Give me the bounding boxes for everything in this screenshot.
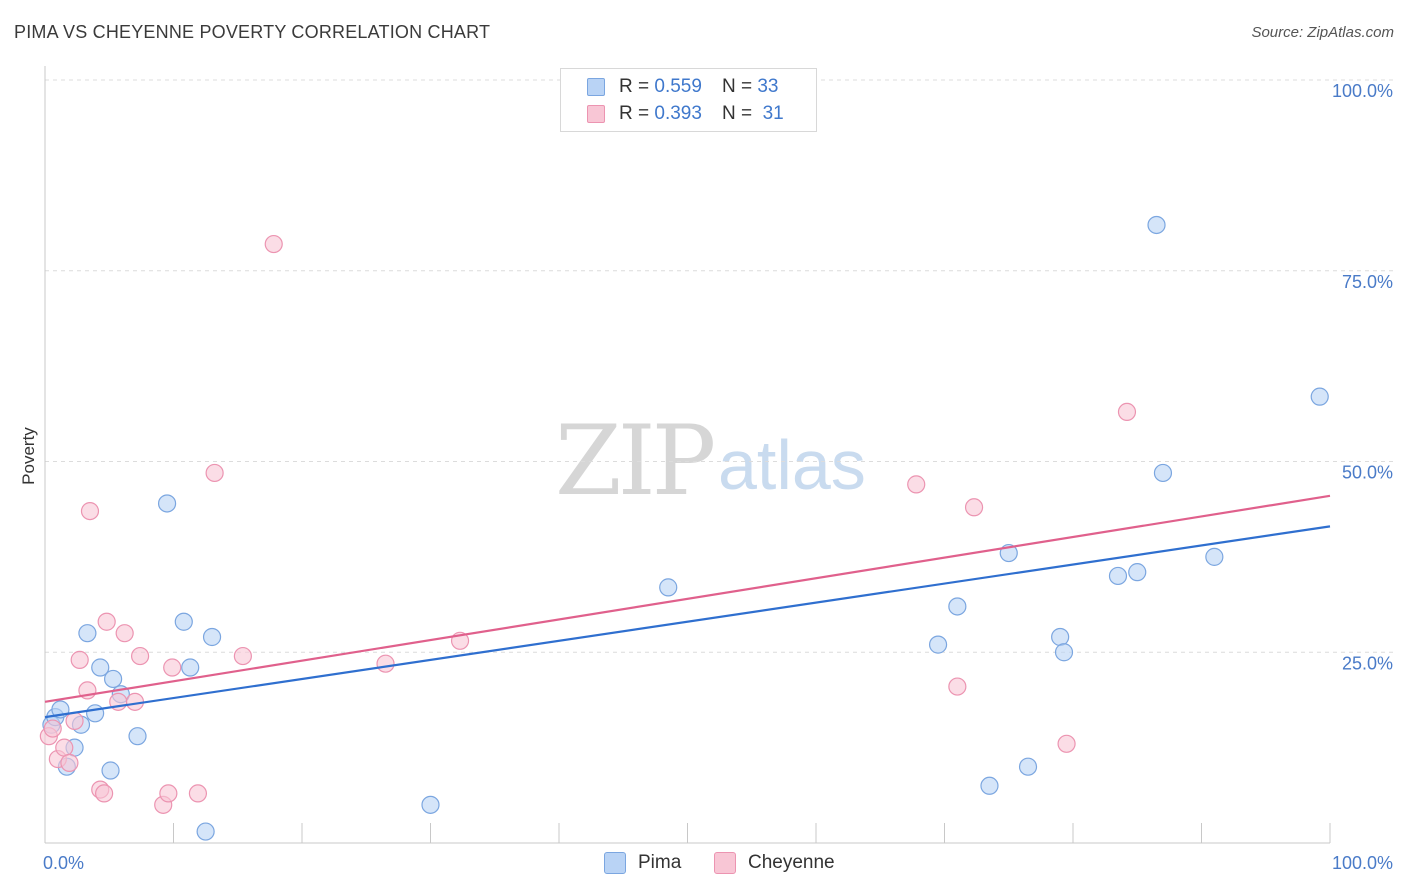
pima-point (1153, 463, 1173, 483)
pima-point (1205, 547, 1224, 566)
cheyenne-point (376, 654, 395, 673)
chart-title: PIMA VS CHEYENNE POVERTY CORRELATION CHA… (14, 22, 491, 42)
pima-legend-swatch (604, 852, 626, 874)
y-tick-label: 75.0% (1342, 272, 1393, 292)
pima-point (1147, 215, 1166, 235)
pima-point (928, 635, 948, 654)
cheyenne-r-value: 0.393 (654, 103, 702, 124)
pima-point (948, 597, 967, 616)
pima-point (1108, 566, 1128, 586)
cheyenne-trend-line (44, 494, 1331, 703)
cheyenne-point (97, 612, 116, 631)
cheyenne-point (205, 463, 224, 483)
pima-point (91, 658, 110, 677)
cheyenne-point (115, 624, 134, 643)
pima-point (980, 776, 999, 795)
y-tick-label: 50.0% (1342, 463, 1393, 483)
pima-r-label: R = (619, 76, 650, 97)
cheyenne-point (159, 784, 178, 803)
cheyenne-point (163, 658, 182, 677)
cheyenne-point (65, 711, 84, 731)
pima-point (181, 658, 200, 677)
pima-point (1310, 387, 1329, 406)
y-axis-label: Poverty (19, 427, 38, 485)
cheyenne-point (130, 646, 150, 666)
pima-point (104, 669, 123, 689)
cheyenne-point (60, 753, 79, 772)
series-legend: Pima Cheyenne (0, 852, 1406, 878)
pima-point (101, 761, 120, 780)
cheyenne-point (1057, 734, 1076, 753)
pima-point (1128, 563, 1147, 582)
pima-n-value: 33 (757, 76, 779, 97)
cheyenne-point (188, 784, 208, 803)
pima-point (128, 727, 147, 746)
cheyenne-point (907, 475, 926, 494)
pima-point (202, 627, 222, 647)
cheyenne-point (80, 501, 100, 521)
cheyenne-n-value: 31 (762, 103, 784, 124)
x-tick-label: 0.0% (43, 853, 84, 873)
pima-point (1051, 627, 1070, 647)
pima-point (421, 795, 440, 814)
cheyenne-point (43, 719, 62, 738)
cheyenne-r-label: R = (619, 103, 650, 124)
pima-point (174, 612, 193, 631)
y-tick-label: 100.0% (1332, 81, 1393, 101)
legend-row-cheyenne: R = 0.393 N = 31 (587, 102, 784, 126)
pima-point (196, 822, 215, 841)
cheyenne-legend-swatch (714, 852, 736, 874)
cheyenne-point (964, 498, 984, 517)
chart-source: Source: ZipAtlas.com (1251, 24, 1394, 41)
pima-point (659, 578, 678, 597)
cheyenne-point (1117, 402, 1137, 422)
cheyenne-point (55, 738, 74, 757)
cheyenne-point (233, 646, 252, 666)
legend-item-cheyenne: Cheyenne (714, 852, 835, 874)
y-tick-label: 25.0% (1342, 653, 1393, 673)
pima-trend-line (44, 525, 1331, 719)
pima-r-value: 0.559 (654, 76, 702, 97)
pima-point (1018, 757, 1038, 776)
legend-row-pima: R = 0.559 N = 33 (587, 75, 778, 99)
pima-legend-label: Pima (638, 852, 682, 873)
pima-point (1054, 643, 1074, 662)
legend-item-pima: Pima (604, 852, 681, 874)
pima-point (78, 624, 97, 643)
cheyenne-n-label: N = (721, 103, 753, 124)
pima-swatch (587, 78, 605, 96)
pima-point (86, 704, 105, 723)
watermark-atlas: atlas (718, 426, 866, 504)
pima-n-label: N = (721, 76, 753, 97)
x-tick-label: 100.0% (1332, 853, 1393, 873)
cheyenne-point (95, 784, 114, 803)
correlation-legend: R = 0.559 N = 33 R = 0.393 N = 31 (560, 68, 817, 132)
cheyenne-legend-label: Cheyenne (748, 852, 835, 873)
cheyenne-swatch (587, 105, 605, 123)
cheyenne-point (948, 677, 967, 696)
cheyenne-point (70, 650, 89, 669)
cheyenne-point (264, 234, 283, 254)
pima-point (157, 494, 177, 513)
